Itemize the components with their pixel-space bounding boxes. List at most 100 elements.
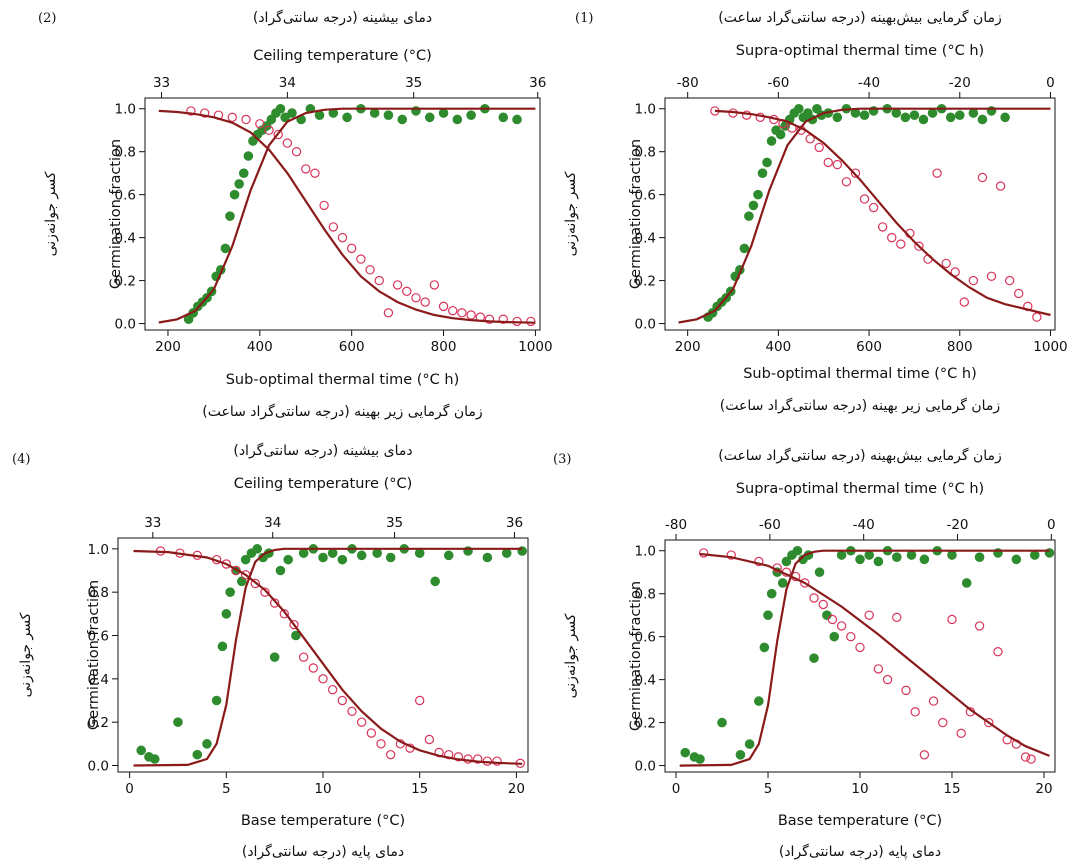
x-tick-label: 0 — [672, 781, 681, 797]
hollow-point — [338, 696, 346, 704]
plot-area — [680, 546, 1054, 765]
filled-point — [357, 551, 366, 560]
fitted-curve — [715, 111, 1051, 315]
filled-point — [193, 750, 202, 759]
filled-point — [793, 546, 802, 555]
y-tick-label: 0.4 — [115, 231, 136, 247]
y-tick-label: 0.2 — [88, 715, 109, 731]
top-tick-label: -80 — [665, 517, 687, 533]
chart-panel-3: (3) زمان گرمایی بیش‌بهینه (درجه سانتی‌گرا… — [553, 447, 1056, 860]
filled-point — [328, 549, 337, 558]
hollow-point — [319, 675, 327, 683]
filled-point — [398, 115, 407, 124]
top-tick-label: 34 — [279, 75, 296, 91]
y-tick-label: 1.0 — [635, 102, 656, 118]
filled-point — [338, 555, 347, 564]
hollow-point — [911, 708, 919, 716]
hollow-point — [933, 169, 941, 177]
top-tick-label: -60 — [767, 75, 789, 91]
filled-point — [415, 549, 424, 558]
top-tick-label: 0 — [1047, 517, 1056, 533]
hollow-point — [228, 113, 236, 121]
hollow-point — [377, 740, 385, 748]
filled-point — [907, 551, 916, 560]
x-axis-label-fa: دمای پایه (درجه سانتی‌گراد) — [242, 843, 404, 860]
hollow-point — [416, 696, 424, 704]
filled-point — [740, 244, 749, 253]
filled-point — [856, 555, 865, 564]
top-tick-label: 36 — [506, 515, 523, 531]
filled-point — [763, 158, 772, 167]
hollow-point — [978, 173, 986, 181]
top-axis-title: Supra-optimal thermal time (°C h) — [736, 481, 984, 497]
hollow-point — [300, 653, 308, 661]
filled-point — [288, 109, 297, 118]
filled-point — [444, 551, 453, 560]
filled-point — [745, 212, 754, 221]
top-axis-title-fa: زمان گرمایی بیش‌بهینه (درجه سانتی‌گراد س… — [718, 447, 1002, 464]
filled-point — [860, 111, 869, 120]
filled-point — [928, 109, 937, 118]
y-axis-label-fa: کسر جوانه‌زنی — [563, 171, 579, 256]
hollow-point — [828, 615, 836, 623]
hollow-point — [387, 751, 395, 759]
filled-point — [284, 555, 293, 564]
x-tick-label: 1000 — [1033, 339, 1067, 355]
filled-point — [276, 566, 285, 575]
filled-point — [758, 169, 767, 178]
hollow-point — [939, 718, 947, 726]
hollow-point — [847, 633, 855, 641]
filled-point — [235, 180, 244, 189]
y-tick-label: 0.6 — [115, 188, 136, 204]
y-tick-label: 0.0 — [115, 317, 136, 333]
y-tick-label: 1.0 — [115, 102, 136, 118]
hollow-point — [329, 223, 337, 231]
y-axis-label: Germination fraction — [628, 139, 644, 289]
hollow-point — [348, 244, 356, 252]
y-tick-label: 0.0 — [635, 759, 656, 775]
filled-point — [946, 113, 955, 122]
x-tick-label: 200 — [675, 339, 701, 355]
filled-point — [892, 553, 901, 562]
filled-point — [203, 740, 212, 749]
x-tick-label: 20 — [508, 781, 525, 797]
filled-point — [319, 553, 328, 562]
filled-point — [212, 696, 221, 705]
fitted-curve — [134, 549, 523, 766]
x-tick-label: 1000 — [518, 339, 552, 355]
top-tick-label: 0 — [1046, 75, 1055, 91]
hollow-point — [987, 272, 995, 280]
top-tick-label: 36 — [529, 75, 546, 91]
x-tick-label: 5 — [764, 781, 773, 797]
filled-point — [239, 169, 248, 178]
filled-point — [815, 568, 824, 577]
filled-point — [343, 113, 352, 122]
filled-point — [920, 555, 929, 564]
filled-point — [384, 111, 393, 120]
y-axis-label: Germination fraction — [628, 581, 644, 731]
y-tick-label: 0.0 — [88, 759, 109, 775]
y-axis-label: Germination fraction — [86, 580, 102, 730]
hollow-point — [367, 729, 375, 737]
hollow-point — [425, 735, 433, 743]
hollow-point — [1006, 276, 1014, 284]
y-tick-label: 0.2 — [115, 274, 136, 290]
x-tick-label: 400 — [765, 339, 791, 355]
hollow-point — [920, 751, 928, 759]
hollow-point — [957, 729, 965, 737]
hollow-point — [893, 613, 901, 621]
hollow-point — [421, 298, 429, 306]
y-tick-label: 0.4 — [635, 231, 656, 247]
filled-point — [513, 115, 522, 124]
filled-point — [865, 551, 874, 560]
panel-number: (1) — [575, 11, 593, 26]
filled-point — [919, 115, 928, 124]
y-axis-label-fa: کسر جوانه‌زنی — [43, 171, 59, 256]
y-axis-label: Germination fraction — [108, 139, 124, 289]
top-tick-label: 35 — [405, 75, 422, 91]
hollow-point — [467, 311, 475, 319]
hollow-point — [842, 178, 850, 186]
hollow-point — [824, 158, 832, 166]
hollow-point — [357, 255, 365, 263]
top-tick-label: -40 — [853, 517, 875, 533]
